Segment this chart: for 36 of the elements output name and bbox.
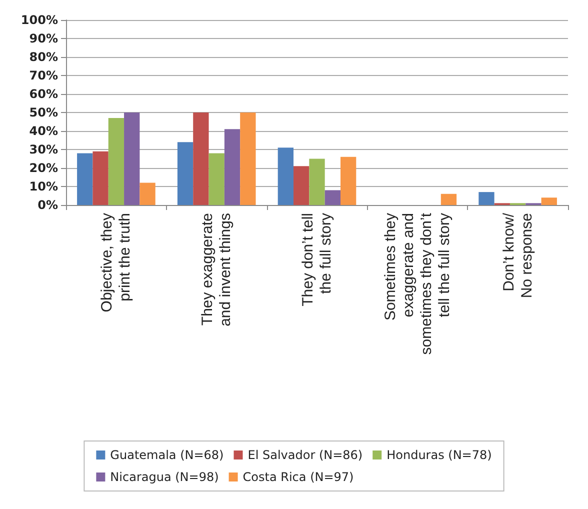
- bar: [324, 190, 340, 205]
- bar: [340, 156, 356, 205]
- legend-label: Guatemala (N=68): [110, 448, 224, 462]
- y-tick-label: 90%: [29, 32, 58, 46]
- y-tick-label: 0%: [38, 198, 58, 212]
- bar: [108, 118, 124, 205]
- bar: [208, 153, 224, 205]
- bar: [140, 182, 156, 205]
- bar: [440, 194, 457, 205]
- legend-label: Nicaragua (N=98): [110, 470, 219, 484]
- y-tick-label: 50%: [29, 106, 58, 120]
- bar: [224, 129, 240, 205]
- bar: [478, 192, 494, 205]
- bar: [92, 151, 108, 205]
- y-tick-label: 20%: [29, 161, 58, 175]
- y-tick-label: 100%: [20, 13, 58, 27]
- bar: [240, 112, 256, 205]
- bar: [541, 198, 557, 205]
- x-tick-label: They don’t tell the full story: [300, 212, 334, 306]
- bar: [77, 153, 93, 205]
- bar: [177, 142, 194, 205]
- bar: [278, 148, 294, 205]
- legend-label: El Salvador (N=86): [248, 448, 363, 462]
- y-tick-label: 60%: [29, 87, 58, 101]
- y-tick-label: 80%: [29, 50, 58, 64]
- x-tick-label: Objective, they print the truth: [98, 212, 134, 312]
- bar: [309, 158, 325, 205]
- legend-label: Costa Rica (N=97): [242, 470, 354, 484]
- y-tick-label: 30%: [29, 142, 58, 156]
- bar: [124, 112, 140, 205]
- bar: [193, 112, 209, 205]
- legend-label: Honduras (N=78): [386, 448, 492, 462]
- y-tick-label: 40%: [29, 124, 58, 138]
- y-tick-label: 70%: [29, 68, 58, 82]
- y-tick-label: 10%: [29, 180, 58, 194]
- bar: [294, 166, 310, 205]
